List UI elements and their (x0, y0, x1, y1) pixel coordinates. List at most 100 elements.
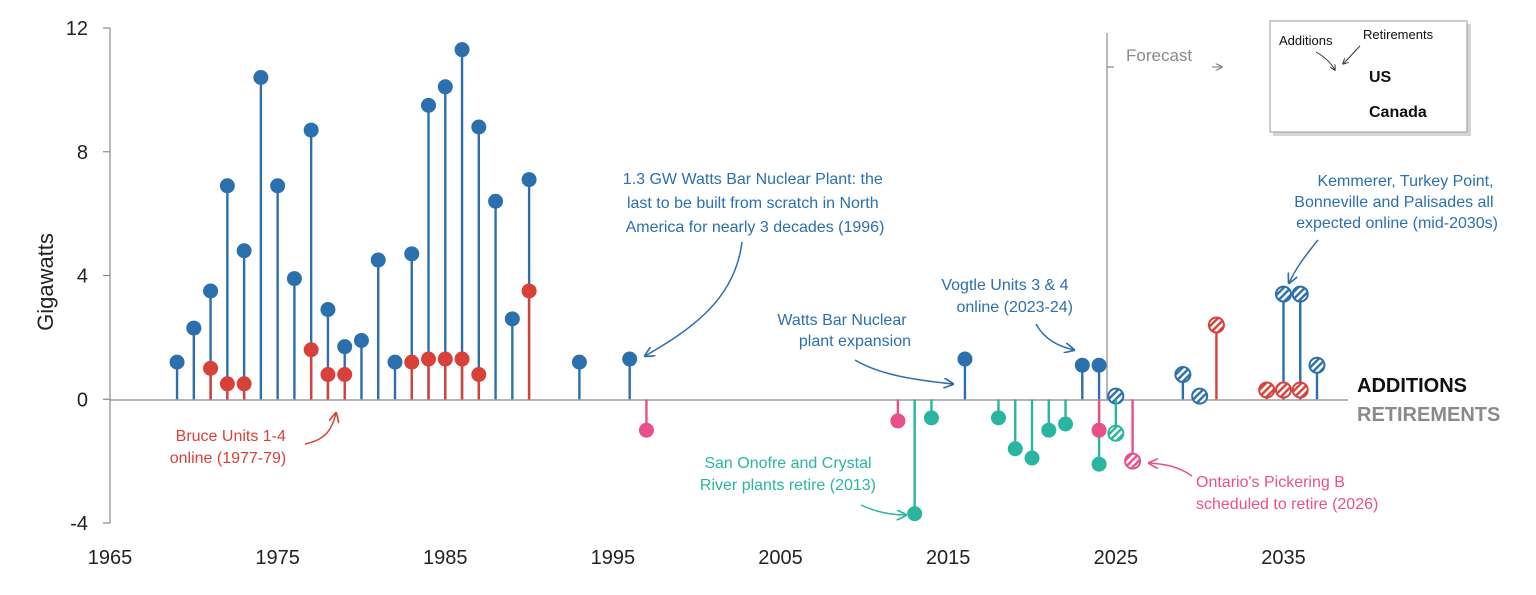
legend: Additions Retirements US Canada (1269, 20, 1471, 136)
us-forecast-additions-point (1308, 356, 1326, 374)
annotation-bruce-line: online (1977-79) (170, 450, 287, 467)
canada-additions-point (437, 351, 453, 367)
annotation-bruce-arrow (304, 413, 336, 445)
legend-us-label: US (1369, 69, 1392, 86)
annotation-watts-bar-line: America for nearly 3 decades (1996) (626, 219, 885, 236)
annotation-watts-bar: 1.3 GW Watts Bar Nuclear Plant: the last… (623, 171, 887, 236)
legend-retirements-arrow (1343, 45, 1361, 64)
us-additions-point (404, 246, 420, 262)
canada-additions-point (219, 376, 235, 392)
canada-forecast-additions-point (1274, 381, 1292, 399)
us-retirements-point (1007, 441, 1023, 457)
us-forecast-additions-point (1174, 366, 1192, 383)
annotation-kemmerer-line: Bonneville and Palisades all (1294, 194, 1493, 211)
legend-retirements-label: Retirements (1363, 27, 1434, 42)
x-tick-label: 2035 (1261, 547, 1306, 569)
us-additions-point (353, 332, 369, 348)
us-retirements-point (1041, 422, 1057, 438)
y-tick-label: 8 (77, 142, 88, 164)
annotation-vogtle: Vogtle Units 3 & 4 online (2023-24) (941, 277, 1073, 316)
x-tick-label: 1985 (423, 547, 468, 569)
annotation-kemmerer-line: Kemmerer, Turkey Point, (1317, 173, 1493, 190)
y-axis-title: Gigawatts (33, 233, 58, 331)
x-tick-label: 1995 (591, 547, 636, 569)
annotations: 1.3 GW Watts Bar Nuclear Plant: the last… (170, 171, 1498, 515)
x-tick-label: 1965 (88, 547, 133, 569)
us-additions-point (957, 351, 973, 367)
us-additions-point (203, 283, 219, 299)
canada-additions-point (471, 367, 487, 382)
canada-additions-point (421, 351, 437, 367)
annotation-watts-bar-expansion-line: plant expansion (799, 333, 911, 350)
canada-forecast-additions-point (1258, 381, 1276, 399)
us-forecast-additions-point (1291, 285, 1309, 303)
annotation-vogtle-line: online (2023-24) (956, 299, 1073, 316)
annotation-pickering: Ontario's Pickering B scheduled to retir… (1196, 474, 1378, 513)
y-tick-label: 0 (77, 389, 88, 411)
canada-additions-point (303, 342, 319, 358)
us-additions-point (337, 339, 353, 355)
annotation-watts-bar-arrow (645, 241, 743, 356)
annotation-kemmerer-arrow (1289, 239, 1319, 283)
y-tick-label: 12 (66, 18, 88, 40)
forecast-label: Forecast (1126, 46, 1192, 65)
annotation-watts-bar-line: last to be built from scratch in North (627, 195, 879, 212)
annotation-watts-bar-expansion-line: Watts Bar Nuclear (777, 312, 907, 329)
canada-additions-point (337, 367, 353, 382)
legend-additions-label: Additions (1279, 33, 1333, 48)
us-forecast-additions-point (1274, 285, 1292, 303)
canada-forecast-retirements-point (1124, 452, 1142, 470)
annotation-watts-bar-line: 1.3 GW Watts Bar Nuclear Plant: the (623, 171, 883, 188)
canada-additions-point (320, 367, 336, 382)
y-tick-label: -4 (70, 513, 88, 535)
x-tick-label: 2015 (926, 547, 971, 569)
legend-additions-arrow (1315, 51, 1335, 70)
us-additions-point (370, 252, 386, 268)
us-additions-point (169, 354, 185, 370)
us-forecast-retirements-point (1107, 424, 1125, 442)
canada-retirements-point (638, 422, 654, 438)
us-additions-point (253, 70, 269, 85)
x-tick-label: 2005 (758, 547, 803, 569)
us-additions-point (622, 351, 638, 367)
us-retirements-point (1024, 450, 1040, 466)
annotation-san-onofre-line: River plants retire (2013) (700, 477, 876, 494)
us-additions-point (186, 320, 202, 336)
annotation-bruce: Bruce Units 1-4 online (1977-79) (170, 428, 291, 467)
us-additions-point (437, 79, 453, 95)
canada-additions-point (203, 360, 219, 376)
us-additions-point (571, 354, 587, 370)
legend-canada-label: Canada (1369, 104, 1427, 121)
annotation-san-onofre-line: San Onofre and Crystal (704, 455, 871, 472)
annotation-vogtle-arrow (1035, 323, 1074, 350)
us-additions-point (270, 178, 286, 194)
x-tick-label: 1975 (255, 547, 300, 569)
annotation-kemmerer-line: expected online (mid-2030s) (1296, 215, 1498, 232)
canada-additions-point (404, 354, 420, 370)
us-forecast-additions-point (1191, 387, 1209, 405)
y-axis-ticks: -4 0 4 8 12 (66, 18, 110, 535)
annotation-bruce-line: Bruce Units 1-4 (176, 428, 286, 445)
canada-additions-point (521, 283, 537, 299)
us-retirements-point (1091, 456, 1107, 472)
annotation-san-onofre-arrow (860, 504, 906, 515)
us-additions-point (303, 122, 319, 138)
us-additions-point (504, 311, 520, 327)
annotation-san-onofre: San Onofre and Crystal River plants reti… (700, 455, 876, 494)
x-axis-ticks: 1965 1975 1985 1995 2005 2015 2025 2035 (88, 547, 1306, 569)
us-additions-point (1091, 357, 1107, 373)
canada-additions-point (236, 376, 252, 392)
us-additions-point (286, 271, 302, 287)
canada-additions-point (454, 351, 470, 367)
annotation-pickering-arrow (1149, 463, 1193, 477)
us-additions-point (387, 354, 403, 370)
annotation-pickering-line: scheduled to retire (2026) (1196, 496, 1378, 513)
x-tick-label: 2025 (1094, 547, 1139, 569)
us-additions-point (521, 172, 537, 188)
us-additions-point (320, 302, 336, 318)
us-additions-point (471, 119, 487, 135)
canada-retirements-point (1091, 422, 1107, 438)
us-additions-point (236, 243, 252, 259)
annotation-watts-bar-expansion-arrow (854, 359, 953, 384)
